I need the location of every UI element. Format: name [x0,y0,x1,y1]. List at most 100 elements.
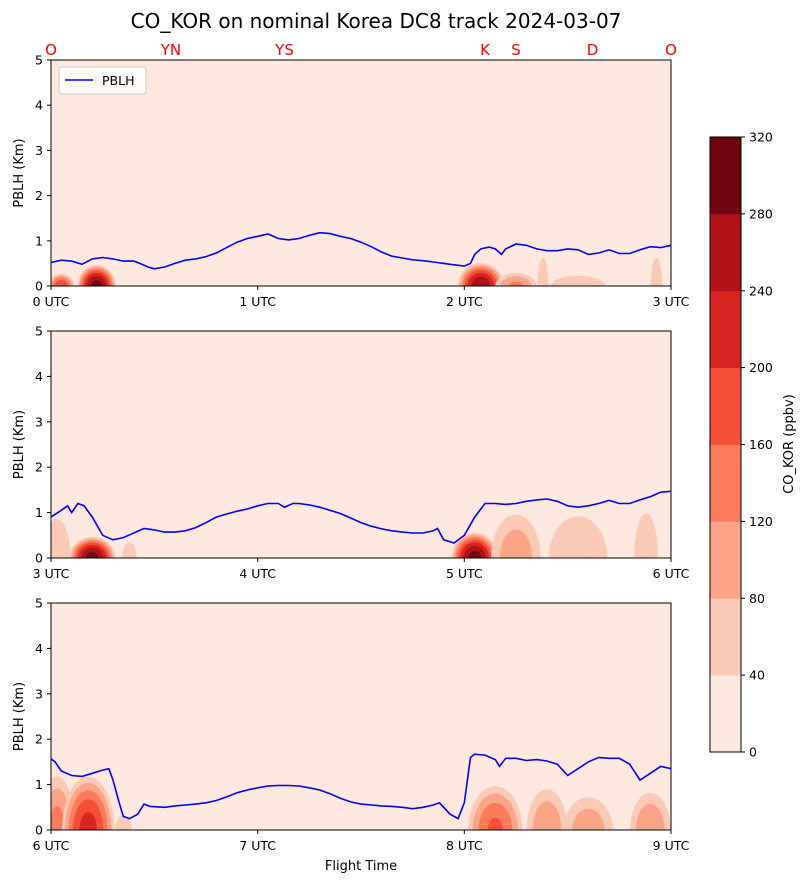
co-plume [563,797,613,830]
co-contour-level [509,281,523,286]
x-tick-label: 3 UTC [33,566,70,581]
co-contour-level [91,280,102,286]
x-tick-label: 5 UTC [446,566,483,581]
co-contour-level [499,529,533,558]
panel-2: 0 1 2 3 4 5 3 UTC 4 UTC 5 UTC 6 UTC PBLH (Km) [12,324,690,582]
y-tick-label: 4 [35,641,43,656]
co-contours [51,257,662,286]
co-plume [62,776,115,830]
chart-title: CO_KOR on nominal Korea DC8 track 2024-0… [131,9,622,33]
panel-1: 0 1 2 3 4 5 0 UTC 1 UTC 2 UTC 3 UTC PBLH (Km) PBLH [12,53,690,310]
y-tick-label: 4 [35,369,43,384]
y-tick-label: 1 [35,233,43,248]
co-contour-level [572,808,605,830]
x-tick-label: 6 UTC [33,838,70,853]
colorbar-segment [710,444,741,522]
co-plume [526,789,568,830]
x-tick-label: 6 UTC [653,566,690,581]
co-plume [630,792,671,830]
x-tick-label: 9 UTC [653,838,690,853]
y-tick-label: 1 [35,505,43,520]
x-tick-label: 1 UTC [239,294,276,309]
colorbar-segment [710,290,741,368]
y-tick-label: 3 [35,143,43,158]
co-plume [548,516,608,558]
pblh-line [50,490,672,544]
station-labels: O YN YS K S D O [45,41,677,59]
co-contour-level [51,519,71,558]
station-label: YN [160,41,181,59]
station-label: O [665,41,677,59]
contour-background [51,603,671,830]
co-plume [537,257,549,286]
y-tick-label: 3 [35,686,43,701]
colorbar-tick-label: 200 [749,360,773,375]
colorbar-tick-label: 0 [749,745,757,760]
y-tick-label: 1 [35,777,43,792]
co-contour-level [651,257,662,286]
co-contour-level [468,551,482,558]
co-contours [51,776,671,830]
colorbar: 0 40 80 120 160 200 240 280 320 [709,130,773,760]
co-plume [457,263,504,286]
y-axis-label: PBLH (Km) [12,682,27,751]
colorbar-tick-label: 160 [749,437,773,452]
colorbar-segment [710,367,741,445]
x-axis-label: Flight Time [325,859,397,874]
plot-frame [50,330,672,559]
y-axis-label: PBLH (Km) [12,138,27,207]
y-axis-label: PBLH (Km) [12,410,27,479]
y-tick-label: 0 [35,279,43,294]
co-contour-level [115,815,132,830]
y-tick-label: 5 [35,53,43,68]
legend-label: PBLH [102,73,134,88]
co-plume [51,519,71,558]
co-plume [51,273,75,286]
colorbar-segment [710,137,741,215]
station-label: S [511,41,521,59]
colorbar-tick-label: 240 [749,283,773,298]
plot-frame [50,59,672,287]
co-plume [495,272,537,286]
y-tick-label: 2 [35,188,43,203]
station-label: D [587,41,599,59]
colorbar-segment [710,598,741,676]
co-contour-level [537,257,549,286]
y-tick-label: 0 [35,551,43,566]
x-tick-label: 7 UTC [239,838,276,853]
co-contour-level [634,513,659,558]
station-label: K [480,41,491,59]
co-contour-level [85,552,99,558]
co-contour-level [122,542,137,558]
station-label: O [45,41,57,59]
co-plume [77,265,116,286]
co-plume [115,815,132,830]
co-plume [550,275,606,286]
co-contour-level [636,803,665,830]
co-contour-level [548,516,608,558]
colorbar-segment [710,675,741,753]
co-contour-level [532,801,562,830]
x-tick-label: 0 UTC [33,294,70,309]
x-tick-label: 8 UTC [446,838,483,853]
co-plume [468,786,523,830]
co-contour-level [471,276,491,286]
y-tick-label: 5 [35,596,43,611]
y-tick-label: 3 [35,414,43,429]
co-contour-level [487,817,503,830]
pblh-line [50,753,672,820]
co-plume [491,514,541,558]
colorbar-tick-label: 80 [749,591,765,606]
co-plume [651,257,662,286]
colorbar-segment [710,521,741,599]
co-contour-level [54,279,68,286]
co-contour-level [51,806,65,830]
co-plume [122,542,137,558]
colorbar-tick-label: 40 [749,668,765,683]
colorbar-label: CO_KOR (ppbv) [782,394,797,494]
x-tick-label: 4 UTC [239,566,276,581]
co-contours [51,513,659,558]
legend-box [58,66,147,95]
y-tick-label: 4 [35,98,43,113]
